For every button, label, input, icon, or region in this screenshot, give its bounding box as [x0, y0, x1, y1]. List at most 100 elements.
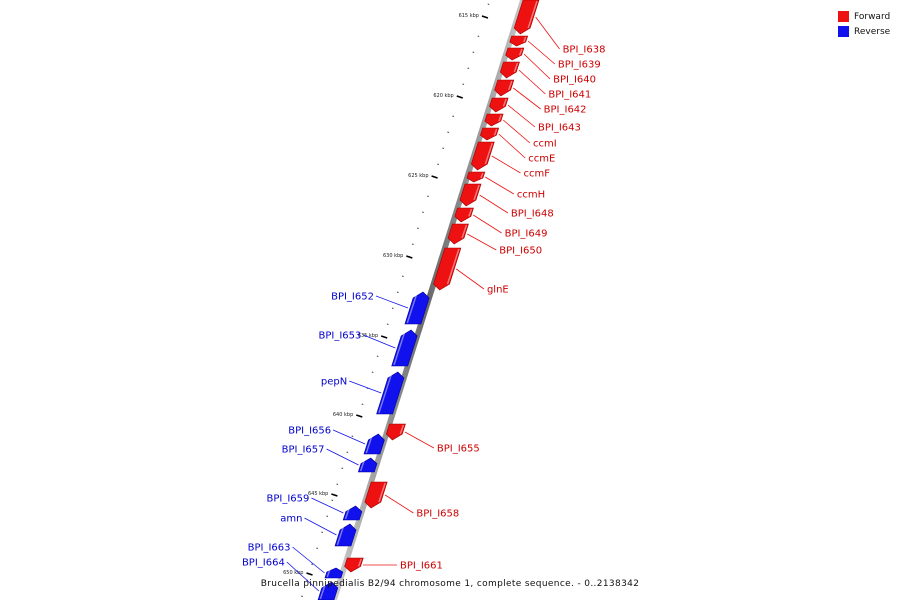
label-connector [326, 448, 359, 466]
minor-tick [472, 51, 475, 53]
gene-label-bpi-i639[interactable]: BPI_I639 [558, 60, 601, 71]
label-connector [491, 155, 521, 174]
minor-tick [411, 243, 414, 245]
gene-label-bpi-i664[interactable]: BPI_I664 [242, 558, 285, 569]
label-connector [363, 334, 396, 349]
gene-label-bpi-i657[interactable]: BPI_I657 [282, 445, 325, 456]
label-connector [485, 176, 515, 195]
gene-bpi-i652[interactable] [404, 291, 430, 325]
gene-bpi-i658[interactable] [364, 481, 388, 509]
minor-tick [422, 211, 424, 213]
gene-label-bpi-i658[interactable]: BPI_I658 [416, 509, 459, 520]
gene-label-bpi-i661[interactable]: BPI_I661 [400, 561, 443, 572]
minor-tick [346, 451, 349, 453]
legend-forward-label: Forward [854, 11, 891, 22]
label-connector [507, 104, 536, 128]
label-connector [498, 133, 526, 159]
gene-bpi-i650[interactable] [447, 223, 469, 245]
gene-glne[interactable] [433, 247, 462, 291]
gene-bpi-i656[interactable] [363, 433, 385, 455]
gene-bpi-i664[interactable] [317, 581, 339, 600]
label-connector [513, 87, 541, 110]
gene-bpi-i653[interactable] [391, 329, 418, 367]
label-connector [384, 494, 414, 514]
gene-label-amn[interactable]: amn [280, 514, 302, 525]
gene-label-ccmf[interactable]: ccmF [524, 169, 551, 180]
minor-tick [341, 467, 344, 469]
gene-label-bpi-i655[interactable]: BPI_I655 [437, 444, 480, 455]
gene-bpi-i663[interactable] [324, 567, 344, 579]
legend: Forward Reverse [838, 9, 890, 39]
minor-tick [442, 147, 445, 149]
gene-bpi-i649[interactable] [454, 207, 474, 223]
gene-bpi-i643[interactable] [489, 97, 509, 113]
major-tick [481, 15, 489, 19]
gene-label-bpi-i652[interactable]: BPI_I652 [331, 292, 374, 303]
minor-tick [336, 483, 339, 485]
gene-label-ccmh[interactable]: ccmH [517, 190, 545, 201]
gene-label-ccmi[interactable]: ccmI [533, 139, 557, 150]
gene-label-bpi-i653[interactable]: BPI_I653 [318, 331, 361, 342]
tick-label: 640 kbp [333, 412, 353, 418]
minor-tick [386, 323, 389, 325]
gene-bpi-i648[interactable] [459, 183, 482, 207]
legend-reverse-label: Reverse [854, 26, 891, 37]
gene-label-glne[interactable]: glnE [487, 285, 509, 296]
label-connector [292, 546, 325, 574]
gene-amn[interactable] [334, 523, 357, 547]
gene-ccme[interactable] [480, 127, 500, 141]
label-connector [467, 233, 497, 251]
label-connector [456, 268, 485, 290]
gene-label-bpi-i641[interactable]: BPI_I641 [548, 90, 591, 101]
major-tick [380, 335, 388, 339]
gene-label-bpi-i649[interactable]: BPI_I649 [505, 229, 548, 240]
gene-pepn[interactable] [376, 371, 405, 415]
gene-labels: BPI_I638 BPI_I639 BPI_I640 BPI_I641 BPI_I642… [242, 16, 606, 592]
gene-label-bpi-i638[interactable]: BPI_I638 [563, 45, 606, 56]
gene-ccmi[interactable] [484, 113, 504, 127]
gene-bpi-i655[interactable] [385, 423, 406, 441]
gene-bpi-i640[interactable] [505, 47, 525, 61]
label-connector [523, 53, 551, 80]
gene-features [317, 0, 540, 600]
minor-tick [462, 83, 465, 85]
gene-label-bpi-i663[interactable]: BPI_I663 [248, 543, 291, 554]
minor-tick [326, 515, 329, 517]
label-connector [286, 561, 320, 592]
gene-bpi-i661[interactable] [344, 557, 364, 573]
label-connector [304, 517, 337, 536]
minor-tick [371, 371, 374, 373]
minor-tick [447, 131, 450, 133]
gene-bpi-i659[interactable] [342, 505, 363, 521]
gene-label-bpi-i640[interactable]: BPI_I640 [553, 75, 596, 86]
legend-forward: Forward [838, 9, 890, 24]
label-connector [518, 69, 546, 95]
gene-label-bpi-i642[interactable]: BPI_I642 [544, 105, 587, 116]
gene-label-bpi-i650[interactable]: BPI_I650 [499, 246, 542, 257]
gene-label-bpi-i656[interactable]: BPI_I656 [288, 426, 331, 437]
gene-ccmh[interactable] [466, 171, 486, 183]
gene-ccmf[interactable] [470, 141, 495, 171]
label-connector [349, 380, 382, 394]
minor-tick [331, 499, 334, 501]
label-connector [473, 214, 502, 234]
gene-label-bpi-i643[interactable]: BPI_I643 [538, 123, 581, 134]
gene-bpi-i639[interactable] [509, 35, 529, 47]
gene-bpi-i638[interactable] [513, 0, 540, 35]
gene-bpi-i641[interactable] [499, 61, 520, 79]
tick-label: 625 kbp [408, 173, 428, 179]
gene-bpi-i657[interactable] [357, 457, 378, 473]
minor-tick [417, 227, 419, 229]
label-connector [535, 16, 560, 50]
gene-label-bpi-i659[interactable]: BPI_I659 [267, 494, 310, 505]
major-tick [431, 175, 438, 179]
minor-tick [396, 291, 399, 293]
minor-tick [361, 403, 364, 405]
gene-label-bpi-i648[interactable]: BPI_I648 [511, 209, 554, 220]
gene-label-pepn[interactable]: pepN [321, 377, 347, 388]
minor-tick [467, 67, 470, 69]
gene-bpi-i642[interactable] [494, 79, 515, 97]
major-tick [406, 255, 413, 259]
gene-label-ccme[interactable]: ccmE [528, 154, 555, 165]
scale-ticks: 615 kbp 620 kbp 625 kbp 630 kbp 635 kbp 640 k… [283, 3, 490, 597]
